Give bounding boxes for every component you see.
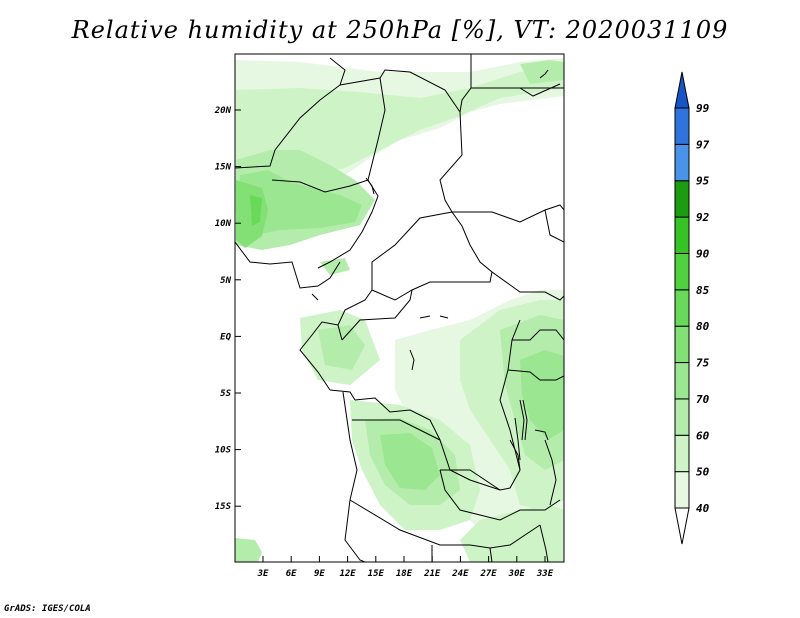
lat-tick-label: 20N xyxy=(214,106,232,116)
lon-tick-label: 12E xyxy=(339,569,356,579)
lat-tick-label: 10S xyxy=(215,446,232,456)
grads-credit: GrADS: IGES/COLA xyxy=(4,604,91,614)
colorbar-segment xyxy=(674,398,690,436)
lon-tick-label: 3E xyxy=(257,569,269,579)
lat-tick-label: 5N xyxy=(220,276,231,286)
lon-tick-label: 30E xyxy=(508,569,526,579)
colorbar-label: 75 xyxy=(696,357,710,370)
colorbar-label: 97 xyxy=(696,138,710,151)
chart-title: Relative humidity at 250hPa [%], VT: 202… xyxy=(71,16,729,44)
colorbar-segment xyxy=(674,143,690,182)
colorbar: 40 50 60 70 75 80 85 90 92 95 97 99 xyxy=(674,71,710,545)
colorbar-segment xyxy=(674,362,690,400)
lat-tick-label: 15S xyxy=(215,502,232,512)
map-frame xyxy=(234,53,565,563)
colorbar-label: 99 xyxy=(696,102,710,115)
colorbar-label: 40 xyxy=(696,502,710,515)
colorbar-segment xyxy=(674,434,690,473)
lon-tick-label: 27E xyxy=(479,569,497,579)
longitude-axis: 3E 6E 9E 12E 15E 18E 21E 24E 27E 30E 33E xyxy=(257,556,554,579)
lon-tick-label: 15E xyxy=(368,569,385,579)
lon-tick-label: 24E xyxy=(451,569,469,579)
lon-tick-label: 6E xyxy=(286,569,297,579)
lat-tick-label: 15N xyxy=(215,163,232,173)
colorbar-segment xyxy=(674,216,690,254)
colorbar-segment xyxy=(674,325,690,364)
colorbar-label: 60 xyxy=(696,429,710,442)
colorbar-segment xyxy=(674,180,690,218)
colorbar-segment xyxy=(674,289,690,327)
colorbar-label: 80 xyxy=(696,320,710,333)
colorbar-label: 90 xyxy=(696,247,710,260)
colorbar-label: 95 xyxy=(696,175,710,188)
colorbar-segment xyxy=(674,471,690,509)
humidity-shading xyxy=(235,58,564,562)
colorbar-segment xyxy=(674,252,690,291)
colorbar-segment xyxy=(674,107,690,145)
country-borders xyxy=(235,54,564,562)
colorbar-under-triangle xyxy=(674,507,690,545)
colorbar-label: 50 xyxy=(696,466,710,479)
lon-tick-label: 18E xyxy=(396,569,413,579)
colorbar-label: 92 xyxy=(696,211,710,224)
lon-tick-label: 9E xyxy=(314,569,325,579)
lon-tick-label: 21E xyxy=(423,569,441,579)
lon-tick-label: 33E xyxy=(536,569,554,579)
colorbar-over-triangle xyxy=(674,71,690,109)
colorbar-label: 70 xyxy=(696,393,710,406)
colorbar-label: 85 xyxy=(696,284,710,297)
lat-tick-label: 5S xyxy=(220,389,231,399)
latitude-axis: 20N 15N 10N 5N EQ 5S 10S 15S xyxy=(214,106,241,512)
lat-tick-label: EQ xyxy=(220,332,231,342)
lat-tick-label: 10N xyxy=(215,219,232,229)
